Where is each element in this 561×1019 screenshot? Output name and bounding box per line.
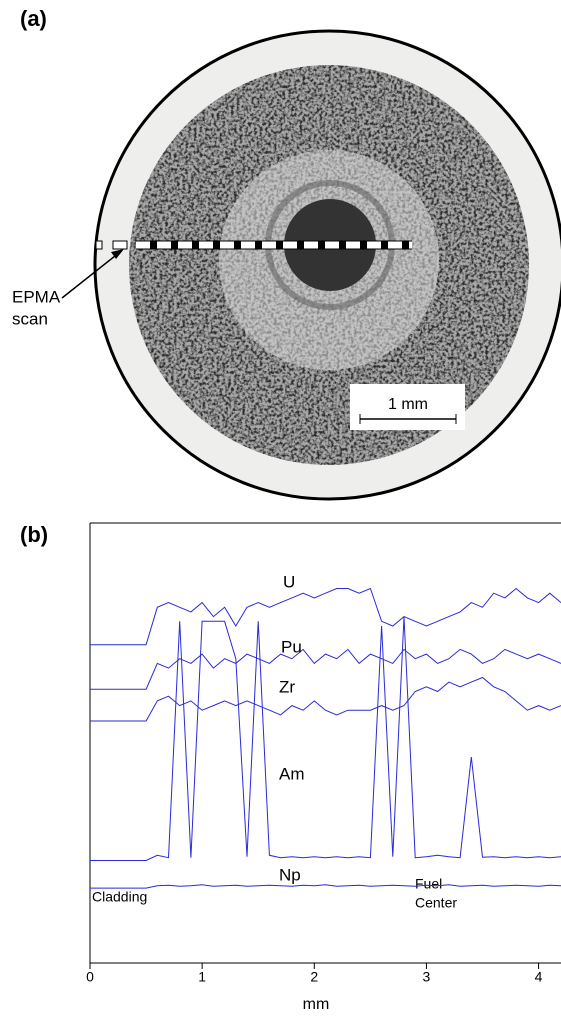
x-tick-label: 0	[86, 969, 94, 985]
series-label: Zr	[279, 677, 295, 696]
x-tick-label: 1	[198, 969, 206, 985]
trace	[90, 884, 561, 889]
micrograph	[61, 29, 561, 501]
x-axis-label: mm	[303, 996, 330, 1013]
annotation: Cladding	[92, 889, 147, 905]
annotation: Center	[415, 895, 457, 911]
series-label: Pu	[281, 637, 302, 656]
series-label: U	[283, 572, 295, 591]
series-label: Np	[279, 865, 301, 884]
x-tick-label: 4	[535, 969, 543, 985]
trace	[90, 587, 561, 646]
x-tick-label: 3	[423, 969, 431, 985]
series-label: Am	[279, 764, 305, 783]
annotation: scan	[12, 309, 48, 328]
panel-label: (b)	[20, 522, 48, 547]
trace	[90, 648, 561, 690]
trace	[90, 616, 561, 861]
x-tick-label: 2	[310, 969, 318, 985]
panel-label: (a)	[20, 6, 47, 31]
trace	[90, 676, 561, 722]
annotation: Fuel	[415, 876, 442, 892]
annotation: EPMA	[12, 287, 61, 306]
scale-bar-label: 1 mm	[388, 396, 428, 413]
